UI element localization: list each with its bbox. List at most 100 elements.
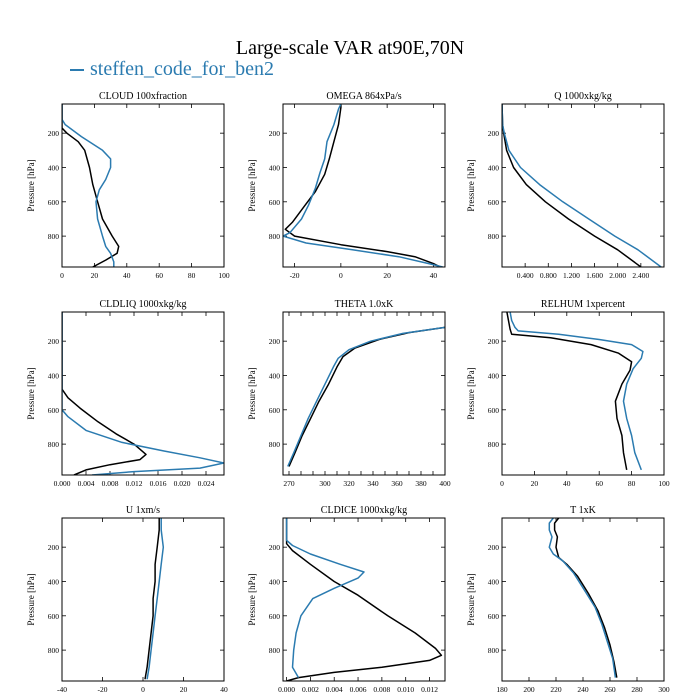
legend-swatch xyxy=(70,68,84,71)
y-tick-label: 800 xyxy=(488,646,500,655)
x-tick-label: 40 xyxy=(220,685,228,694)
plot-frame xyxy=(282,517,446,682)
x-tick-label: 280 xyxy=(631,685,643,694)
x-tick-label: 100 xyxy=(658,479,670,488)
x-tick-label: -40 xyxy=(57,685,67,694)
x-tick-label: 360 xyxy=(391,479,403,488)
x-tick-label: 1.200 xyxy=(563,271,580,280)
x-tick-label: -20 xyxy=(98,685,108,694)
x-tick-label: 20 xyxy=(91,271,99,280)
y-tick-label: 200 xyxy=(269,543,281,552)
legend-label: steffen_code_for_ben2 xyxy=(90,58,275,80)
y-tick-label: 800 xyxy=(488,440,500,449)
y-tick-label: 600 xyxy=(269,406,281,415)
panel-title: Q 1000xkg/kg xyxy=(554,91,612,102)
x-tick-label: -20 xyxy=(290,271,300,280)
y-tick-label: 600 xyxy=(488,406,500,415)
y-tick-label: 600 xyxy=(269,198,281,207)
y-tick-label: 200 xyxy=(488,129,500,138)
x-tick-label: 0.010 xyxy=(397,685,414,694)
y-tick-label: 200 xyxy=(48,543,60,552)
y-tick-label: 800 xyxy=(269,440,281,449)
panel-4: CLDLIQ 1000xkg/kg Pressure [hPa] 0.000 0.00… xyxy=(26,299,225,488)
x-tick-label: 200 xyxy=(523,685,535,694)
series-line-control xyxy=(506,312,633,471)
x-tick-label: 300 xyxy=(658,685,670,694)
x-tick-label: 40 xyxy=(123,271,131,280)
x-tick-label: 0.012 xyxy=(421,685,438,694)
x-tick-label: 0.004 xyxy=(326,685,343,694)
y-tick-label: 800 xyxy=(488,232,500,241)
x-tick-label: 40 xyxy=(430,271,438,280)
x-tick-label: 1.600 xyxy=(586,271,603,280)
y-tick-label: 800 xyxy=(269,232,281,241)
panel-title: CLDLIQ 1000xkg/kg xyxy=(100,299,187,310)
y-tick-label: 600 xyxy=(269,612,281,621)
y-tick-label: 800 xyxy=(48,440,60,449)
plot-frame xyxy=(282,103,446,268)
x-tick-label: 180 xyxy=(496,685,508,694)
x-tick-label: 320 xyxy=(343,479,355,488)
series-line-experiment xyxy=(283,104,443,267)
y-axis-label: Pressure [hPa] xyxy=(466,573,476,625)
x-tick-label: 0.800 xyxy=(540,271,557,280)
series-line-control xyxy=(553,518,618,678)
x-tick-label: 20 xyxy=(383,271,391,280)
x-tick-label: 340 xyxy=(367,479,379,488)
y-axis-label: Pressure [hPa] xyxy=(466,159,476,211)
panel-title: CLDICE 1000xkg/kg xyxy=(321,505,407,516)
x-tick-label: 0.400 xyxy=(517,271,534,280)
panel-title: CLOUD 100xfraction xyxy=(99,91,187,102)
series-line-control xyxy=(288,326,445,467)
panel-title: THETA 1.0xK xyxy=(335,299,394,310)
y-tick-label: 800 xyxy=(269,646,281,655)
y-tick-label: 200 xyxy=(48,129,60,138)
y-axis-label: Pressure [hPa] xyxy=(466,367,476,419)
x-tick-label: 220 xyxy=(550,685,562,694)
y-tick-label: 200 xyxy=(488,337,500,346)
x-tick-label: 0.008 xyxy=(102,479,119,488)
series-line-experiment xyxy=(62,312,224,475)
panel-2: OMEGA 864xPa/s Pressure [hPa] -20 0 20 40 200 4… xyxy=(247,91,446,280)
x-tick-label: 240 xyxy=(577,685,589,694)
panel-1: CLOUD 100xfraction Pressure [hPa] 0 20 40 60 8… xyxy=(26,91,230,280)
plot-frame xyxy=(61,311,225,476)
x-tick-label: 0.012 xyxy=(126,479,143,488)
series-line-experiment xyxy=(285,518,365,678)
y-axis-label: Pressure [hPa] xyxy=(247,159,257,211)
x-tick-label: 260 xyxy=(604,685,616,694)
page-title: Large-scale VAR at90E,70N xyxy=(235,37,465,59)
y-tick-label: 600 xyxy=(48,612,60,621)
panel-5: THETA 1.0xK Pressure [hPa] 270 300 320 340 360… xyxy=(247,299,451,488)
y-axis-label: Pressure [hPa] xyxy=(247,573,257,625)
x-tick-label: 0 xyxy=(60,271,64,280)
x-tick-label: 0.020 xyxy=(174,479,191,488)
panel-title: RELHUM 1xpercent xyxy=(541,299,625,310)
x-tick-label: 20 xyxy=(180,685,188,694)
series-line-experiment xyxy=(548,518,617,678)
plot-frame xyxy=(61,103,225,268)
panel-9: T 1xK Pressure [hPa] 180 200 220 240 260 280 300… xyxy=(466,505,670,694)
y-tick-label: 400 xyxy=(269,163,281,172)
panel-title: U 1xm/s xyxy=(126,505,160,516)
series-line-experiment xyxy=(502,104,662,267)
panel-6: RELHUM 1xpercent Pressure [hPa] 0 20 40 60 80 1… xyxy=(466,299,670,488)
x-tick-label: 40 xyxy=(563,479,571,488)
x-tick-label: 0.000 xyxy=(278,685,295,694)
y-tick-label: 400 xyxy=(488,577,500,586)
x-tick-label: 0.000 xyxy=(54,479,71,488)
x-tick-label: 0.006 xyxy=(350,685,367,694)
plot-frame xyxy=(501,517,665,682)
x-tick-label: 300 xyxy=(319,479,331,488)
x-tick-label: 2.400 xyxy=(632,271,649,280)
x-tick-label: 0.008 xyxy=(373,685,390,694)
x-tick-label: 380 xyxy=(415,479,427,488)
y-tick-label: 400 xyxy=(488,371,500,380)
plot-frame xyxy=(61,517,225,682)
x-tick-label: 2.000 xyxy=(609,271,626,280)
panel-7: U 1xm/s Pressure [hPa] -40 -20 0 20 40 200 400 60… xyxy=(26,505,228,694)
y-tick-label: 800 xyxy=(48,646,60,655)
plot-frame xyxy=(501,103,665,268)
panel-3: Q 1000xkg/kg Pressure [hPa] 0.400 0.800 1.20… xyxy=(466,91,665,280)
x-tick-label: 0 xyxy=(500,479,504,488)
